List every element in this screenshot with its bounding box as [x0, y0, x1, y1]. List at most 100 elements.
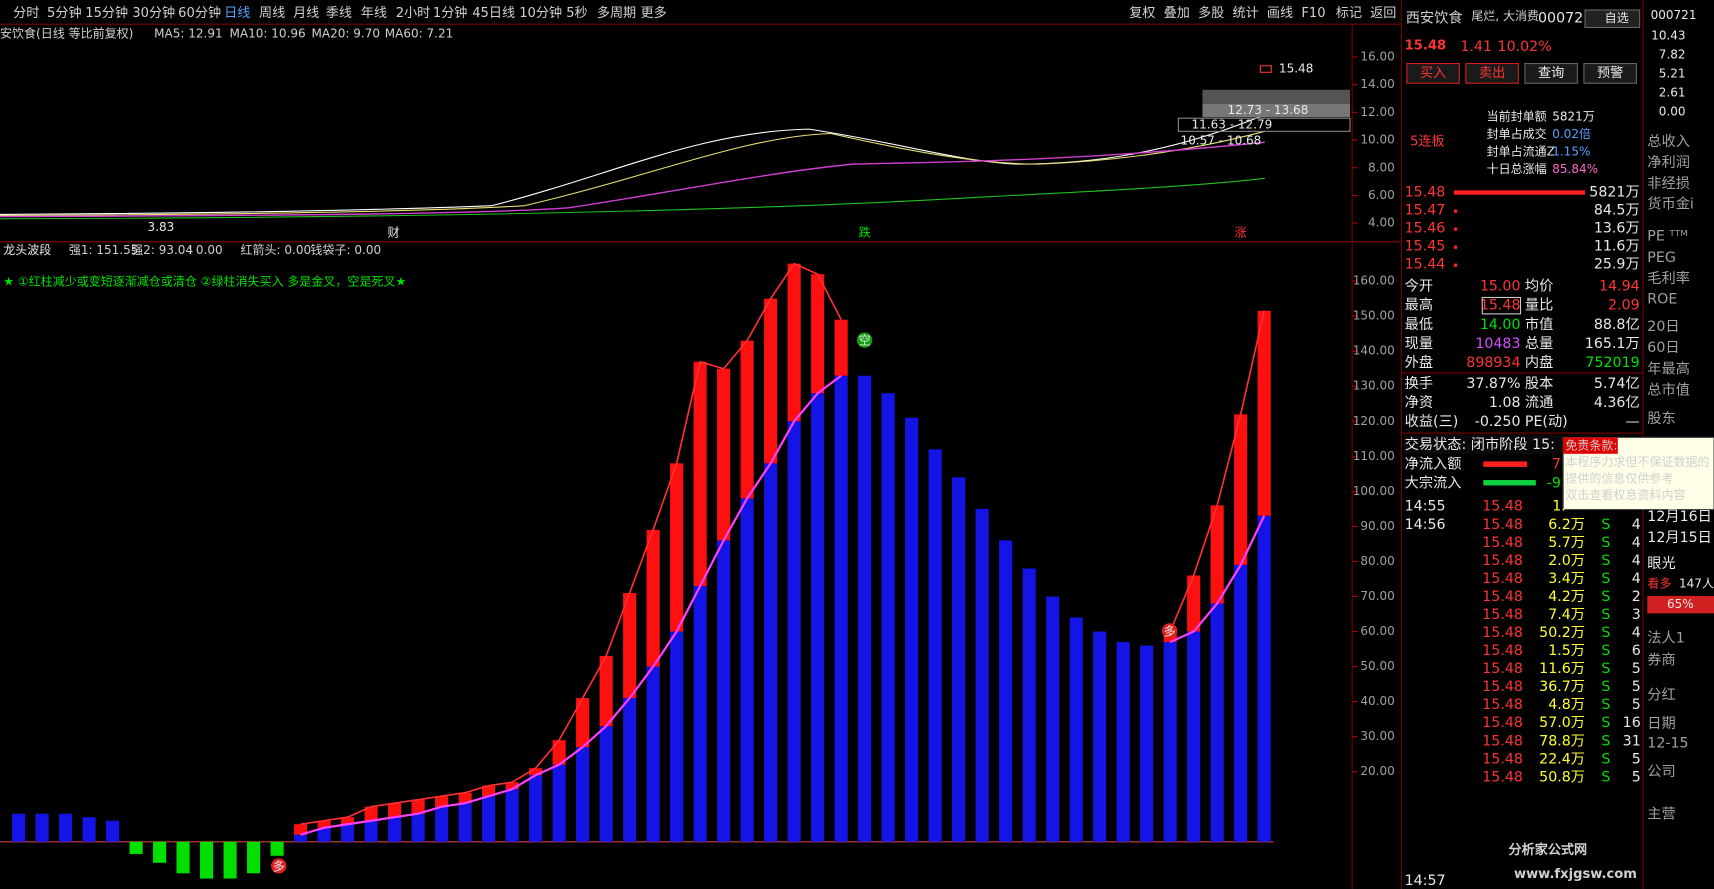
trade-button[interactable] [1583, 63, 1637, 84]
period-tab[interactable]: 年线 [361, 5, 387, 21]
seal-value: 1.15% [1552, 145, 1590, 159]
y-tick-label: 140.00 [1353, 344, 1395, 358]
period-tab[interactable]: 2小时 [396, 5, 431, 21]
green-bar [247, 841, 261, 874]
period-tab[interactable]: 60分钟 [178, 4, 221, 21]
tool-button[interactable]: 画线 [1267, 5, 1293, 21]
tick-side: S [1601, 733, 1610, 749]
stat-label: 内盘 [1525, 353, 1553, 371]
trade-button-label: 查询 [1538, 65, 1564, 81]
stock-code: 000721 [1538, 11, 1592, 27]
period-tab[interactable]: 45日线 [472, 5, 515, 21]
side-label: 净利润 [1647, 154, 1690, 171]
blue-bar [693, 585, 707, 842]
side-tick: 2.61 [1659, 85, 1686, 99]
ma20-line [0, 141, 1265, 218]
trade-button-label: 买入 [1420, 65, 1446, 81]
blue-bar [1069, 617, 1083, 842]
y-tick-label: 10.00 [1360, 133, 1394, 147]
trade-button[interactable] [1406, 63, 1460, 84]
period-tab[interactable]: 5分钟 [47, 4, 82, 21]
stat-label: 今开 [1405, 278, 1433, 295]
period-tab[interactable]: 季线 [326, 5, 352, 21]
price-note: 15.48 [1279, 62, 1313, 76]
side-ratio-bg [1647, 595, 1714, 614]
blue-bar [482, 796, 496, 842]
bid-price: 15.46 [1405, 221, 1446, 237]
bid-dot [1453, 245, 1458, 249]
tool-button[interactable]: 标记 [1336, 5, 1362, 21]
y-tick-label: 160.00 [1353, 274, 1395, 288]
red-bar [764, 298, 778, 464]
board-label: 5连板 [1410, 134, 1445, 150]
trade-button[interactable] [1524, 63, 1578, 84]
tick-side: S [1601, 517, 1610, 533]
blue-bar [952, 477, 966, 842]
bid-dot [1453, 227, 1458, 231]
stat-value: 14.00 [1480, 317, 1521, 333]
tick-side: S [1601, 715, 1610, 731]
red-bar [787, 263, 801, 422]
blue-bar [317, 827, 331, 842]
side-label: PEG [1647, 250, 1676, 266]
stock-pct: 10.02% [1498, 39, 1552, 55]
side-label: 券商 [1647, 651, 1675, 668]
tick-price: 15.48 [1482, 517, 1523, 533]
period-tab[interactable]: 5秒 [566, 5, 587, 21]
blue-bar [1187, 631, 1201, 842]
side-label: 年最高 [1647, 361, 1690, 378]
side-date: 12月16日 [1647, 509, 1712, 525]
stat-value: — [1625, 414, 1639, 430]
period-tab[interactable]: 分时 [13, 5, 39, 21]
period-tab[interactable]: 15分钟 [85, 4, 128, 21]
signal-badge [1161, 623, 1178, 639]
tick-volume: 36.7万 [1539, 679, 1585, 695]
stat-label: 市值 [1525, 316, 1553, 333]
trade-button[interactable] [1465, 63, 1519, 84]
red-bar [834, 319, 848, 376]
seal-label: 十日总涨幅 [1487, 161, 1547, 176]
tool-button[interactable]: 复权 [1129, 4, 1155, 21]
signal-badge [271, 858, 287, 874]
blue-bar [505, 789, 519, 842]
red-bar [435, 796, 449, 807]
period-tab[interactable]: 周线 [259, 5, 285, 21]
tool-button[interactable]: 叠加 [1164, 5, 1190, 21]
tick-volume: 1.5万 [1548, 643, 1585, 659]
tick-time: 14:57 [1405, 873, 1446, 889]
red-bar [670, 463, 684, 632]
period-tab[interactable]: 日线 [224, 5, 250, 21]
watch-button[interactable] [1584, 9, 1641, 29]
y-tick-label: 16.00 [1360, 49, 1394, 63]
price-note: 3.83 [148, 220, 175, 234]
period-tab[interactable]: 1分钟 [433, 4, 468, 21]
blue-bar [717, 540, 731, 842]
period-tab[interactable]: 30分钟 [132, 4, 175, 21]
stat-label: 外盘 [1405, 353, 1433, 371]
y-tick-label: 70.00 [1360, 589, 1394, 603]
tool-button[interactable]: 统计 [1232, 5, 1258, 21]
tool-button[interactable]: F10 [1301, 6, 1325, 21]
tick-side: S [1601, 607, 1610, 623]
stat-label: 总量 [1525, 335, 1553, 352]
indicator-note: ★ ①红柱减少或变短逐渐减仓或清仓 ②绿柱消失买入 多是金叉，空是死叉★ [3, 274, 406, 289]
watch-label: 自选 [1605, 11, 1629, 25]
tick-count: 16 [1623, 715, 1641, 731]
tick-volume: 1. [1552, 498, 1566, 514]
price-note: 12.73 - 13.68 [1228, 103, 1309, 117]
stat-label: PE(动) [1525, 413, 1568, 430]
tool-button[interactable]: 返回 [1370, 5, 1396, 21]
y-tick-label: 14.00 [1360, 77, 1394, 91]
period-tab[interactable]: 更多 [641, 4, 667, 21]
tick-volume: 5.7万 [1548, 535, 1585, 551]
tool-button[interactable]: 多股 [1198, 4, 1224, 21]
tick-volume: 6.2万 [1548, 517, 1585, 533]
tick-side: S [1601, 751, 1610, 767]
blue-bar [435, 806, 449, 842]
period-tab[interactable]: 月线 [293, 5, 319, 21]
tick-side: S [1601, 625, 1610, 641]
red-bar [388, 803, 402, 818]
period-tab[interactable]: 多周期 [597, 4, 636, 21]
period-tab[interactable]: 10分钟 [519, 4, 562, 21]
tick-volume: 4.2万 [1548, 589, 1585, 605]
